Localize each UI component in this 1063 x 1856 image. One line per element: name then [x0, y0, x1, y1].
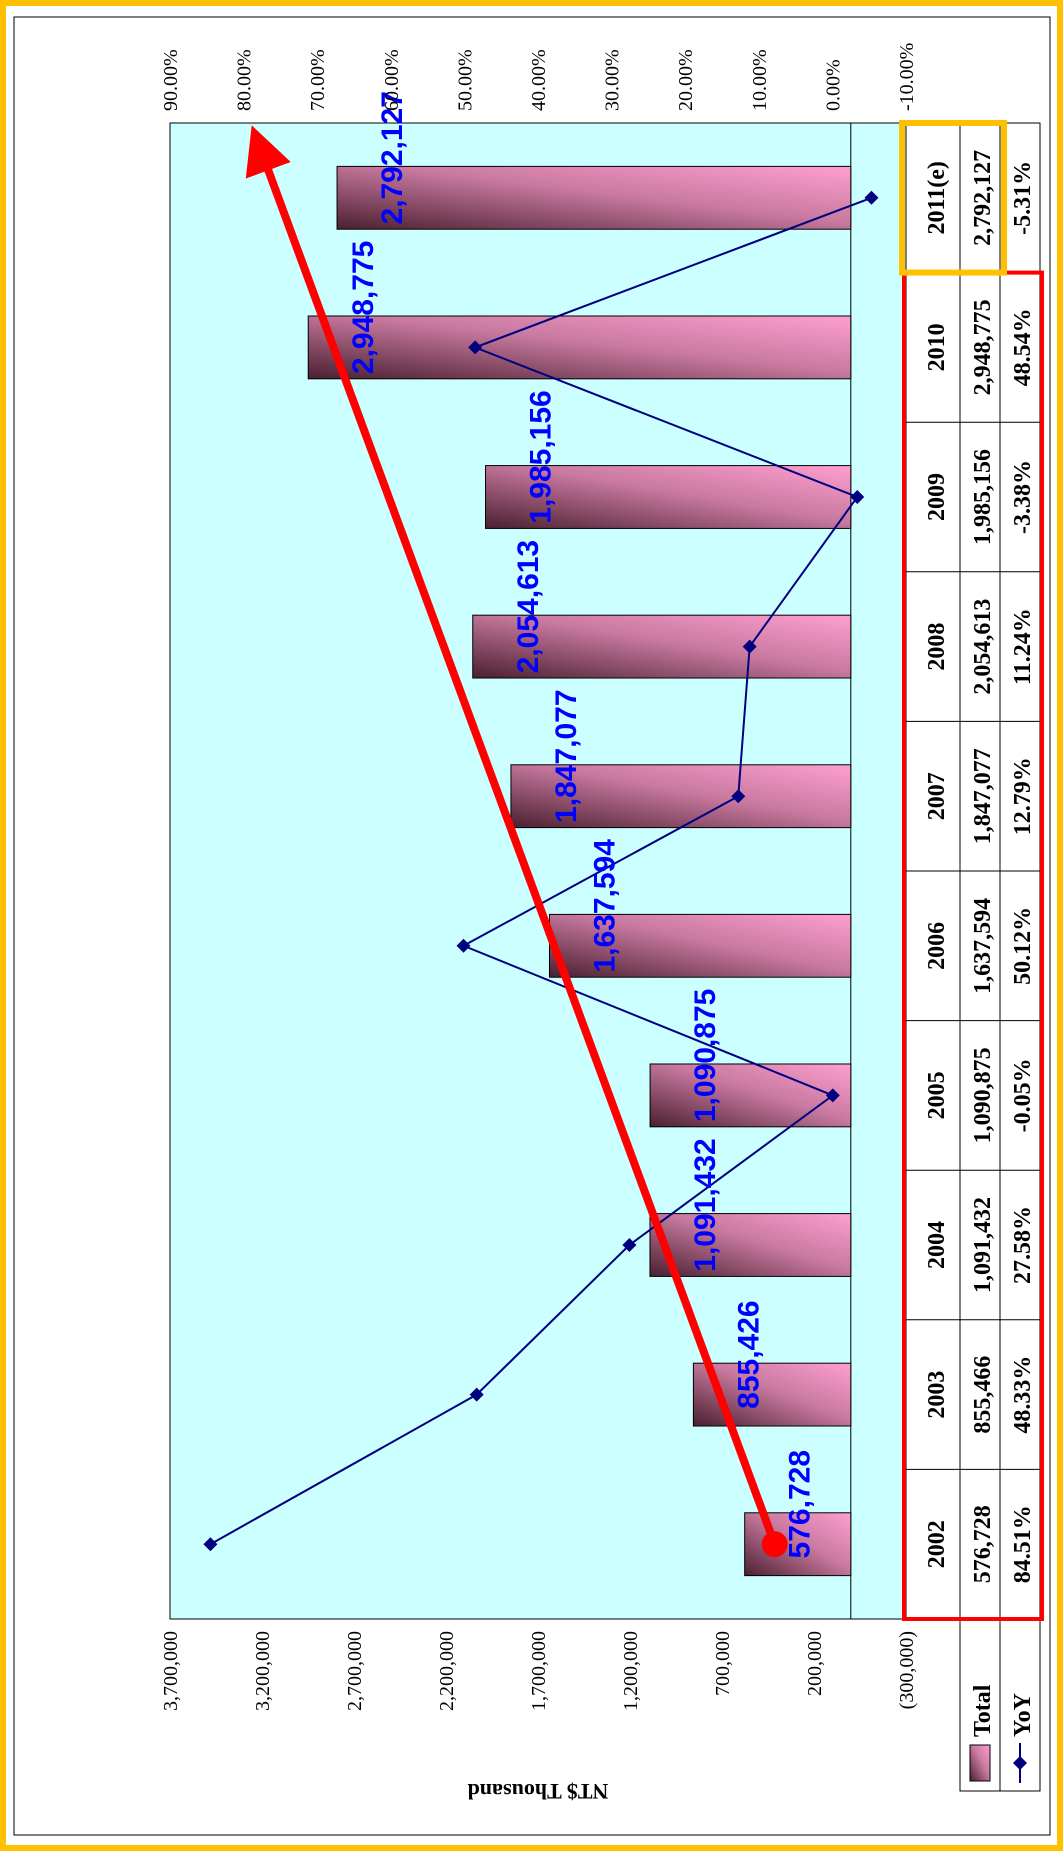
y2-tick-label: 10.00% — [749, 49, 771, 111]
table-cell: -3.38% — [1010, 460, 1036, 534]
y-tick-label: 200,000 — [804, 1631, 826, 1696]
yoy-point — [825, 1088, 840, 1103]
data-label: 1,847,077 — [550, 689, 583, 822]
bar-total — [649, 1063, 852, 1128]
table-cell: -0.05% — [1010, 1058, 1036, 1132]
bar-total — [307, 315, 852, 380]
table-cell: -5.31% — [1010, 161, 1036, 235]
y-axis-label: NT$ Thousand — [468, 1779, 609, 1804]
bar-total — [472, 614, 852, 679]
bar-total — [548, 913, 852, 978]
table-year: 2008 — [924, 623, 950, 671]
chart-inner-border — [13, 16, 1051, 1836]
data-label: 855,426 — [732, 1300, 765, 1408]
table-year: 2007 — [924, 772, 950, 820]
y2-tick-label: 70.00% — [307, 49, 329, 111]
plot-area: 576,728 855,426 1,091,432 1,090,875 1,637,59… — [169, 91, 907, 1620]
data-label: 576,728 — [784, 1450, 817, 1558]
y-tick-label: (300,000) — [896, 1631, 918, 1709]
y2-tick-label: 40.00% — [528, 49, 550, 111]
data-label: 1,637,594 — [588, 839, 621, 973]
y-axis-ticks: (300,000) 200,000 700,000 1,200,000 1,700,00… — [160, 1631, 918, 1711]
table-cell: 2,948,775 — [970, 299, 996, 395]
yoy-point — [864, 190, 879, 205]
yoy-point — [456, 938, 471, 953]
table-cell: 1,985,156 — [970, 449, 996, 545]
table-cell: 48.33% — [1010, 1356, 1036, 1434]
table-cell: 576,728 — [970, 1505, 996, 1583]
table-cell: 2,792,127 — [970, 150, 996, 246]
table-cell: 48.54% — [1010, 308, 1036, 386]
yoy-point — [468, 340, 483, 355]
table-cell: 27.58% — [1010, 1206, 1036, 1284]
data-label: 2,948,775 — [347, 241, 380, 374]
yoy-line — [209, 196, 872, 1546]
y2-tick-label: 50.00% — [454, 49, 476, 111]
table-cell: 11.24% — [1010, 608, 1036, 685]
table-cell: 12.79% — [1010, 757, 1036, 835]
table-cell: 2,054,613 — [970, 599, 996, 695]
yoy-point — [742, 639, 757, 654]
y-tick-label: 3,200,000 — [252, 1631, 274, 1711]
table-year: 2003 — [924, 1371, 950, 1419]
y2-axis-ticks: -10.00% 0.00% 10.00% 20.00% 30.00% 40.00% 50.0… — [160, 43, 918, 111]
data-label: 1,091,432 — [689, 1138, 722, 1271]
y2-tick-label: -10.00% — [896, 43, 918, 111]
table-cell: 1,847,077 — [970, 748, 996, 844]
y-tick-label: 1,700,000 — [528, 1631, 550, 1711]
yoy-point — [731, 789, 746, 804]
bar-total — [692, 1362, 852, 1427]
table-year: 2011(e) — [924, 161, 950, 234]
table-cell: 1,637,594 — [970, 898, 996, 994]
table-year: 2010 — [924, 323, 950, 371]
data-label: 1,985,156 — [525, 390, 558, 523]
trend-arrow — [245, 125, 779, 1546]
y-tick-label: 3,700,000 — [160, 1631, 182, 1711]
table-year: 2009 — [924, 473, 950, 521]
table-cell: 1,090,875 — [970, 1047, 996, 1143]
legend-label-total: Total — [970, 1684, 996, 1737]
data-label: 2,792,127 — [376, 91, 409, 224]
data-label: 1,090,875 — [689, 989, 722, 1122]
y-tick-label: 2,200,000 — [436, 1631, 458, 1711]
table-year: 2005 — [924, 1071, 950, 1119]
legend-key-yoy-marker — [1013, 1756, 1027, 1770]
highlight-2011-box — [899, 119, 1007, 276]
yoy-point — [850, 490, 865, 504]
table-year: 2004 — [924, 1221, 950, 1269]
annotations — [245, 119, 1044, 1621]
y2-tick-label: 90.00% — [160, 49, 182, 111]
bar-total — [336, 165, 852, 230]
y2-tick-label: 0.00% — [822, 59, 844, 111]
bar-total — [649, 1213, 852, 1277]
table-cell: 50.12% — [1010, 907, 1036, 985]
data-label: 2,054,613 — [512, 540, 545, 673]
rotated-chart-group: 576,728 855,426 1,091,432 1,090,875 1,637,59… — [13, 16, 1051, 1836]
y-tick-label: 1,200,000 — [620, 1631, 642, 1711]
y-tick-label: 700,000 — [712, 1631, 734, 1696]
table-cell: 84.51% — [1010, 1505, 1036, 1583]
y-tick-label: 2,700,000 — [344, 1631, 366, 1711]
table-year: 2002 — [924, 1520, 950, 1568]
legend-label-yoy: YoY — [1010, 1693, 1036, 1737]
y2-tick-label: 80.00% — [234, 49, 256, 111]
legend-key-total — [969, 1744, 991, 1782]
y2-tick-label: 20.00% — [675, 49, 697, 111]
trend-arrow-start — [761, 1531, 788, 1558]
table-year: 2006 — [924, 922, 950, 970]
data-table: 2002 2003 2004 2005 2006 2007 2008 2009 2010 2011… — [905, 122, 1041, 1792]
y2-tick-label: 60.00% — [381, 49, 403, 111]
y2-tick-label: 30.00% — [602, 49, 624, 111]
table-cell: 1,091,432 — [970, 1197, 996, 1293]
table-cell: 855,466 — [970, 1356, 996, 1434]
yoy-point — [622, 1238, 637, 1252]
